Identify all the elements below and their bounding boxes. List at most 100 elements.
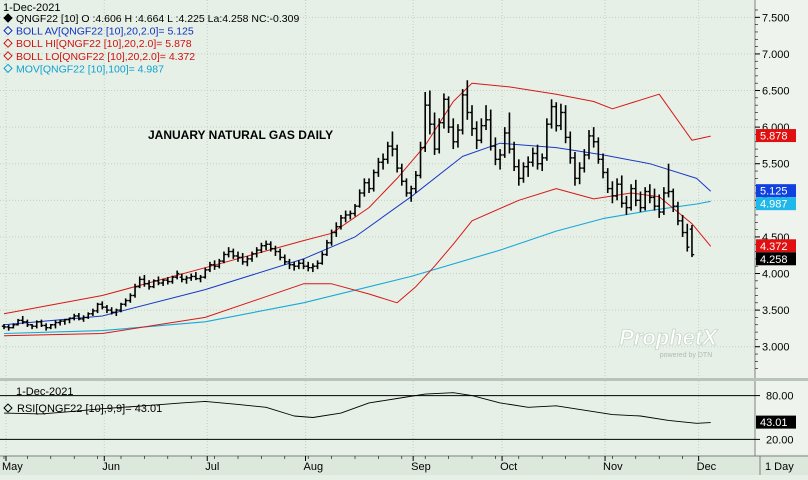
ohlc-bar: [362, 178, 367, 197]
ohlc-bar: [563, 105, 568, 144]
ohlc-bar: [193, 272, 199, 281]
ohlc-bar: [287, 258, 292, 270]
ohlc-bar: [647, 184, 653, 204]
month-label: Sep: [411, 461, 431, 473]
ohlc-bar: [558, 103, 564, 131]
legend-text: MOV[QNGF22 [10],100]= 4.987: [16, 63, 164, 75]
ohlc-bar: [357, 189, 362, 208]
ohlc-bar: [235, 251, 241, 262]
mov-100-line: [3, 200, 711, 335]
ohlc-bar: [72, 313, 77, 321]
panel-splitter[interactable]: [0, 378, 808, 381]
rsi-date-label: 1-Dec-2021: [16, 386, 73, 398]
ohlc-bar: [296, 260, 302, 270]
ohlc-bar: [540, 153, 545, 172]
ohlc-bar: [259, 242, 264, 254]
ohlc-bar: [380, 153, 386, 170]
rsi-legend-marker: [3, 403, 13, 413]
bollinger-average-line: [3, 142, 712, 326]
ohlc-bar: [104, 304, 110, 314]
ohlc-bar: [95, 302, 100, 314]
ohlc-bar: [25, 319, 30, 327]
legend-marker: [3, 25, 13, 36]
ohlc-bar: [146, 280, 152, 290]
ohlc-bar: [67, 317, 72, 324]
ohlc-bar: [474, 121, 479, 150]
rsi-tick-label: 80.00: [766, 391, 794, 403]
ohlc-bar: [418, 141, 423, 179]
legend-row: BOLL AV[QNGF22 [10],20,2.0]= 5.125: [3, 25, 194, 38]
price-tick-label: 3.000: [762, 342, 790, 354]
ohlc-bar: [62, 318, 68, 325]
ohlc-bar: [469, 105, 475, 136]
ohlc-bar: [76, 313, 82, 321]
ohlc-bar: [207, 261, 213, 273]
ohlc-bar: [371, 169, 376, 192]
ohlc-bar: [254, 247, 259, 258]
legend-text: BOLL HI[QNGF22 [10],20,2.0]= 5.878: [16, 38, 192, 50]
ohlc-bar: [465, 80, 470, 120]
ohlc-bar: [184, 275, 189, 284]
month-label: Oct: [500, 461, 517, 473]
ohlc-bar: [34, 320, 39, 329]
ohlc-bar: [633, 179, 638, 207]
price-tag: 4.258: [756, 252, 796, 266]
rsi-legend-text: RSI[QNGF22 [10],9,9]= 43.01: [17, 403, 162, 415]
month-label: Jul: [205, 461, 219, 473]
price-tag-text: 4.258: [760, 254, 788, 266]
ohlc-bar: [432, 112, 437, 155]
ohlc-bar: [291, 261, 297, 271]
ohlc-bar: [619, 175, 624, 208]
rsi-value-tag-bg: [756, 415, 796, 429]
ohlc-bar: [516, 159, 521, 186]
ohlc-bar: [408, 185, 414, 202]
ohlc-bar: [483, 105, 489, 131]
interval-label[interactable]: 1 Day: [765, 461, 794, 473]
main-plot-area[interactable]: [0, 0, 755, 378]
ohlc-bar: [118, 302, 124, 313]
ohlc-bar: [245, 255, 250, 267]
chart-annotation: JANUARY NATURAL GAS DAILY: [148, 128, 333, 142]
ohlc-bar: [90, 308, 96, 316]
ohlc-bar: [142, 274, 147, 287]
ohlc-bar: [404, 178, 409, 197]
ohlc-bar: [493, 137, 498, 166]
ohlc-bar: [198, 274, 203, 283]
ohlc-bar: [638, 191, 643, 213]
price-tag: 5.125: [756, 184, 796, 198]
ohlc-bar: [614, 178, 620, 201]
legend-marker: [3, 13, 13, 23]
ohlc-bar: [657, 194, 662, 218]
price-tag: 4.372: [756, 239, 796, 253]
ohlc-bar: [497, 149, 503, 170]
ohlc-bar: [179, 273, 185, 283]
price-tag-bg: [756, 129, 796, 143]
rsi-plot-area[interactable]: [0, 381, 755, 454]
ohlc-bar: [671, 188, 676, 213]
ohlc-bar: [165, 277, 170, 285]
ohlc-bar: [53, 320, 58, 329]
ohlc-bar: [577, 162, 582, 185]
ohlc-bar: [306, 261, 311, 272]
ohlc-bar: [385, 141, 390, 164]
prophetx-watermark: ProphetX powered by DTN: [619, 325, 719, 359]
ohlc-bar: [521, 162, 526, 183]
main-date-label: 1-Dec-2021: [3, 2, 60, 14]
ohlc-bar: [413, 171, 419, 193]
ohlc-bar: [689, 224, 695, 258]
ohlc-bar: [268, 241, 273, 252]
ohlc-bar: [437, 118, 442, 154]
ohlc-bar: [554, 102, 559, 132]
ohlc-bar: [29, 324, 35, 330]
price-tick-label: 6.500: [762, 86, 790, 98]
ohlc-bar: [610, 181, 615, 204]
legend-row: BOLL HI[QNGF22 [10],20,2.0]= 5.878: [3, 38, 192, 50]
ohlc-bar: [600, 153, 606, 179]
price-tag-text: 4.372: [760, 241, 788, 253]
time-axis-area: [0, 456, 808, 475]
ohlc-bar: [479, 118, 484, 144]
ohlc-bar: [525, 156, 531, 177]
month-label: Aug: [304, 461, 324, 473]
